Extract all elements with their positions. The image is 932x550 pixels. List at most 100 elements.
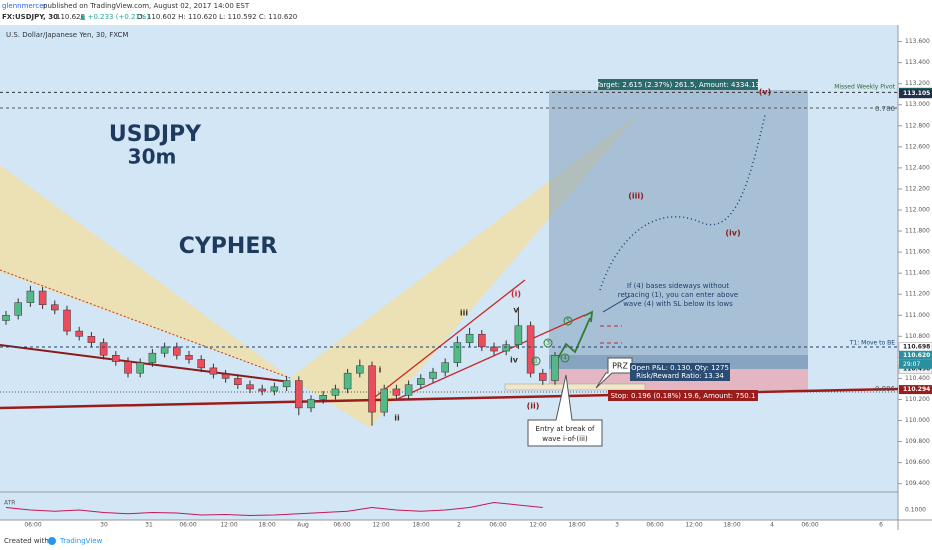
annotation: v	[513, 306, 519, 315]
annotation: 1	[534, 358, 538, 365]
price-label: 110.620	[903, 352, 930, 359]
candle-body	[441, 362, 449, 373]
candle-body	[51, 304, 59, 311]
atr-line	[5, 501, 543, 517]
y-tick-label: 113.600	[905, 38, 930, 45]
candle-body	[356, 365, 364, 374]
pnl-label: Open P&L: 0.130, Qty: 1275	[631, 364, 729, 372]
x-tick-label: 12:00	[220, 522, 237, 529]
annotation: (ii)	[527, 402, 540, 411]
candle-body	[514, 325, 523, 345]
note: retracing (1), you can enter above	[618, 291, 738, 299]
footer-brand: TradingView	[59, 537, 103, 545]
y-tick-label: 112.000	[905, 207, 930, 214]
candle-body	[124, 361, 132, 374]
annotation: 5	[566, 318, 570, 325]
x-tick-label: 18:00	[258, 522, 275, 529]
candle-body	[258, 388, 266, 392]
candle-body	[87, 336, 96, 343]
candle-body	[380, 388, 388, 413]
candle-body	[197, 359, 205, 369]
y-tick-label: 113.000	[905, 101, 930, 108]
chart-title: U.S. Dollar/Japanese Yen, 30, FXCM	[6, 31, 128, 39]
y-tick-label: 109.600	[905, 459, 930, 466]
x-tick-label: 06:00	[489, 522, 506, 529]
author: glennmercer	[2, 2, 47, 10]
candle-body	[209, 367, 218, 375]
wave-circle	[531, 356, 541, 366]
x-tick-label: 2	[457, 522, 461, 529]
candle-body	[478, 333, 486, 348]
prz-zone	[504, 383, 646, 391]
candle-body	[75, 330, 83, 337]
x-tick-label: 06:00	[24, 522, 41, 529]
candle-body	[173, 346, 181, 356]
candle-body	[99, 342, 108, 356]
price-axis	[898, 25, 932, 530]
candle-body	[234, 378, 242, 385]
channel-line	[374, 279, 526, 398]
x-tick-label: Aug	[297, 522, 309, 529]
pnl-box	[630, 363, 730, 381]
annotation: 30m	[128, 145, 177, 169]
entry-label: wave i-of-(iii)	[542, 435, 588, 443]
x-tick-label: 12:00	[685, 522, 702, 529]
annotation: 0.886	[875, 385, 896, 393]
x-tick-label: 06:00	[801, 522, 818, 529]
price-label: 113.105	[903, 90, 930, 97]
candle-body	[270, 386, 279, 392]
y-tick-label: 112.200	[905, 185, 930, 192]
x-tick-label: 06:00	[646, 522, 663, 529]
ohlc: O: 110.602 H: 110.620 L: 110.592 C: 110.…	[137, 13, 297, 21]
pnl-label: Risk/Reward Ratio: 13.34	[636, 372, 724, 380]
annotation: 3	[546, 340, 550, 347]
candle-body	[392, 388, 401, 396]
candle-body	[331, 388, 340, 396]
y-tick-label: 112.400	[905, 164, 930, 171]
atr-title: ATR	[4, 500, 15, 507]
published: published on TradingView.com, August 02,…	[43, 2, 250, 10]
prz-label: PRZ	[612, 362, 628, 371]
candle-body	[539, 372, 547, 381]
entry-callout	[527, 374, 603, 447]
y-tick-label: 111.600	[905, 249, 930, 256]
candle-body	[526, 325, 535, 374]
price-label-box	[899, 385, 932, 395]
target-box	[598, 79, 758, 90]
candle-body	[112, 355, 120, 362]
annotation: (iv)	[725, 229, 740, 238]
y-tick-label: 110.400	[905, 375, 930, 382]
y-tick-label: 113.200	[905, 80, 930, 87]
candle-body	[429, 371, 437, 379]
candle-body	[319, 395, 327, 400]
annotation: Missed Weekly Pivot	[834, 84, 895, 91]
y-tick-label: 111.000	[905, 312, 930, 319]
candle-body	[282, 380, 291, 388]
candle-body	[148, 352, 157, 363]
x-tick-label: 06:00	[333, 522, 350, 529]
y-tick-label: 109.400	[905, 480, 930, 487]
x-tick-label: 18:00	[568, 522, 585, 529]
candle-body	[160, 346, 169, 354]
change: ▲ +0.233 (+0.21%)	[80, 13, 150, 21]
x-tick-label: 12:00	[372, 522, 389, 529]
annotation: (iii)	[628, 192, 644, 201]
candle-body	[26, 290, 35, 303]
candle-body	[38, 290, 47, 305]
arrow-head	[583, 310, 594, 323]
prz-callout	[595, 357, 633, 389]
candle-body	[404, 384, 413, 396]
y-tick-label: 111.200	[905, 291, 930, 298]
price-label-box	[899, 89, 932, 99]
candle-body	[551, 355, 559, 381]
countdown-box	[899, 359, 932, 369]
annotation: T1: Move to BE	[849, 340, 895, 347]
entry-label: Entry at break of	[536, 425, 595, 433]
wave-circle	[560, 353, 570, 363]
candle-body	[453, 342, 462, 363]
y-tick-label: 113.400	[905, 59, 930, 66]
annotation: i	[379, 366, 382, 375]
candle-body	[2, 315, 10, 321]
x-tick-label: 30	[100, 522, 108, 529]
symbol: FX:USDJPY, 30	[2, 13, 58, 21]
